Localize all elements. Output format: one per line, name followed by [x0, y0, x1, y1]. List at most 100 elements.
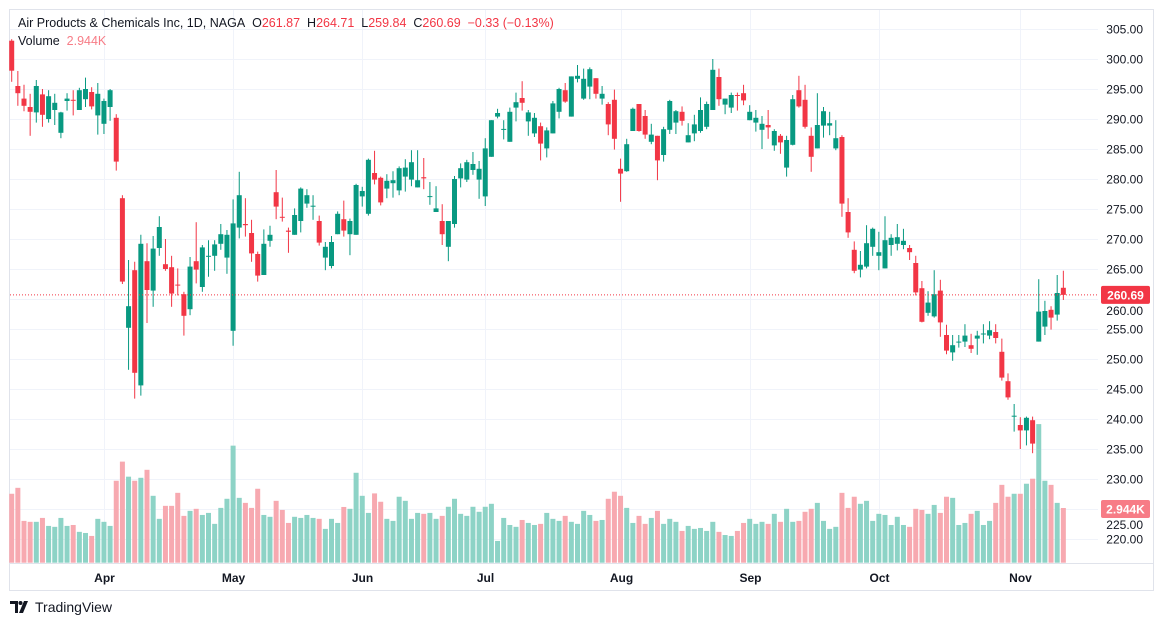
time-tick-label: Oct	[869, 571, 889, 585]
volume-bar	[285, 522, 291, 563]
candle	[513, 92, 519, 122]
volume-bar	[144, 469, 150, 563]
candle-body	[507, 111, 513, 142]
candle	[119, 195, 125, 284]
volume-bar	[525, 522, 531, 563]
price-tick-label: 300.00	[1106, 53, 1143, 67]
price-tick-label: 225.00	[1106, 518, 1143, 532]
candle-body	[587, 69, 593, 87]
candle-body	[206, 255, 211, 257]
low-value: 259.84	[368, 16, 407, 30]
brand-name: TradingView	[35, 599, 113, 615]
volume-bar	[931, 504, 937, 563]
candle	[46, 90, 52, 123]
candle	[704, 101, 710, 130]
candle	[298, 187, 304, 233]
candle-body	[1023, 417, 1029, 431]
candle	[519, 81, 525, 111]
candle	[138, 234, 144, 396]
candle-body	[464, 162, 470, 180]
change-value: −0.33 (−0.13%)	[467, 16, 554, 30]
open-value: 261.87	[261, 16, 301, 30]
candle-body	[15, 86, 21, 94]
candle	[661, 126, 667, 162]
volume-bar	[593, 520, 599, 563]
volume-bar	[956, 524, 962, 563]
volume-bar	[987, 520, 993, 563]
candle	[698, 97, 703, 133]
candle	[618, 158, 624, 202]
candle	[58, 111, 64, 139]
candle	[427, 182, 433, 205]
candle-body	[150, 248, 156, 291]
candle	[581, 68, 587, 100]
volume-bar	[199, 514, 205, 563]
candle-body	[575, 75, 580, 79]
volume-bar	[870, 520, 876, 563]
volume-bar	[1017, 493, 1023, 563]
volume-bar	[568, 521, 574, 563]
volume-bar	[747, 518, 753, 563]
open-label: O	[252, 16, 262, 30]
volume-bar	[685, 525, 691, 563]
candle-body	[845, 212, 851, 233]
volume-bar	[531, 524, 537, 563]
candle-body	[661, 129, 667, 155]
volume-bar	[335, 522, 341, 563]
candle	[21, 84, 27, 112]
candle	[267, 225, 273, 247]
candle	[913, 255, 919, 296]
candle-body	[796, 90, 802, 107]
candle	[199, 245, 205, 292]
candle	[870, 227, 876, 256]
volume-bar	[1023, 483, 1029, 563]
candle-body	[199, 247, 205, 287]
candle	[900, 228, 906, 250]
candle	[335, 211, 341, 235]
candle-body	[685, 135, 691, 143]
candle-body	[476, 168, 482, 180]
time-tick-label: Nov	[1009, 571, 1032, 585]
candle	[27, 93, 33, 136]
volume-bar	[427, 512, 433, 563]
candle-body	[1036, 311, 1042, 342]
candle	[95, 83, 101, 135]
volume-bar	[249, 507, 255, 563]
candle-body	[89, 92, 95, 107]
candle	[279, 197, 285, 222]
volume-bar	[482, 506, 488, 563]
volume-bar	[132, 480, 138, 563]
candle-body	[335, 213, 341, 235]
candle-body	[593, 78, 599, 94]
candle-body	[224, 234, 230, 258]
candle-body	[753, 117, 759, 123]
volume-bar	[181, 515, 187, 563]
candle	[894, 224, 900, 251]
candle-body	[21, 98, 27, 106]
candle-body	[347, 221, 353, 235]
volume-bar	[974, 510, 980, 563]
volume-bar	[439, 515, 445, 563]
volume-bar	[587, 514, 593, 563]
candle	[458, 163, 464, 188]
footer-brand[interactable]: TradingView	[10, 599, 112, 615]
candle	[1030, 416, 1036, 454]
candle	[476, 161, 482, 199]
volume-bar	[119, 461, 125, 563]
candle-body	[396, 168, 402, 191]
candle	[378, 176, 384, 206]
volume-bar	[575, 523, 580, 563]
last-volume-badge	[1101, 500, 1150, 519]
candle	[156, 216, 162, 256]
candle-body	[993, 332, 999, 338]
candle-body	[950, 345, 956, 353]
volume-bar	[83, 532, 88, 563]
candle-body	[218, 234, 224, 244]
candle-body	[390, 180, 396, 184]
volume-bar	[925, 513, 931, 563]
candle	[630, 107, 636, 131]
candle-body	[956, 341, 962, 343]
candle-body	[169, 267, 175, 294]
candle-body	[907, 248, 913, 253]
